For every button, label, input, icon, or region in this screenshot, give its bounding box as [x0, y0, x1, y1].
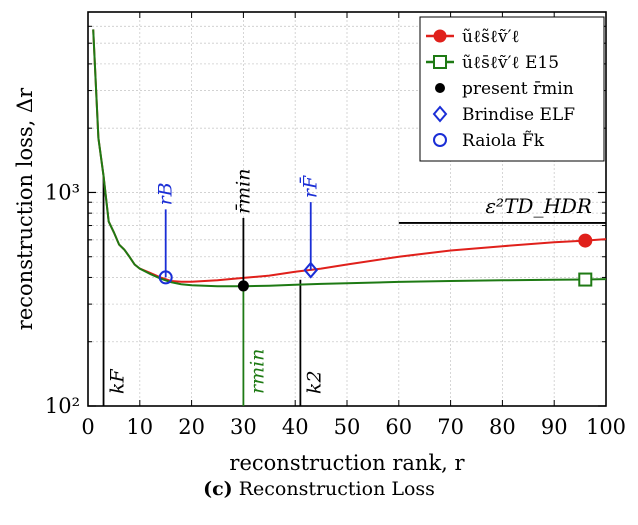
legend-symbol-0: [433, 29, 447, 43]
legend: ũℓs̃ℓṽ′ℓ ũℓs̄ℓṽ′ℓ E15 present r̄min Brindis…: [419, 16, 605, 162]
x-tick-label: 90: [541, 415, 568, 439]
legend-symbol-2: [435, 83, 445, 93]
marker-label-2: rB: [155, 182, 177, 205]
x-tick-label: 60: [385, 415, 412, 439]
legend-label-3: Brindise ELF: [462, 105, 575, 125]
y-axis-label: reconstruction loss, Δr: [13, 87, 37, 330]
x-tick-label: 50: [334, 415, 361, 439]
y-tick-label: 10²: [45, 394, 80, 418]
legend-symbol-3: [432, 105, 448, 123]
vline-label-kF: kF: [107, 368, 129, 394]
marker-label-0: r̄min: [232, 169, 254, 214]
series-end-marker-1: [578, 272, 593, 287]
legend-symbol-4: [433, 133, 447, 147]
legend-box: [419, 16, 605, 162]
annotation-label: ε²TD_HDR: [485, 194, 592, 218]
legend-label-2: present r̄min: [462, 79, 574, 99]
x-tick-label: 40: [282, 415, 309, 439]
x-tick-label: 30: [230, 415, 257, 439]
marker-label-1: rF̄: [298, 175, 321, 198]
marker-point-2: [158, 270, 173, 285]
series-end-marker-0: [578, 233, 593, 248]
caption-text: Reconstruction Loss: [238, 478, 435, 500]
figure-caption: (c) Reconstruction Loss: [0, 478, 638, 500]
x-tick-label: 100: [586, 415, 626, 439]
legend-symbol-1: [433, 55, 447, 69]
legend-label-4: Raiola F̃k: [462, 131, 545, 151]
x-tick-label: 80: [489, 415, 516, 439]
x-tick-label: 10: [126, 415, 153, 439]
marker-point-1: [303, 261, 319, 279]
y-tick-label: 10³: [45, 180, 80, 204]
legend-label-0: ũℓs̃ℓṽ′ℓ: [462, 27, 520, 47]
legend-label-1: ũℓs̄ℓṽ′ℓ E15: [462, 53, 559, 73]
x-tick-label: 0: [81, 415, 94, 439]
vline-label-k2: k2: [303, 370, 325, 394]
x-axis-label: reconstruction rank, r: [229, 451, 465, 475]
marker-point-0: [237, 280, 249, 292]
x-tick-label: 20: [178, 415, 205, 439]
x-tick-label: 70: [437, 415, 464, 439]
series-line-1: [92, 29, 607, 288]
vline-label-rmin: rmin: [246, 349, 268, 394]
caption-tag: (c): [203, 478, 233, 500]
